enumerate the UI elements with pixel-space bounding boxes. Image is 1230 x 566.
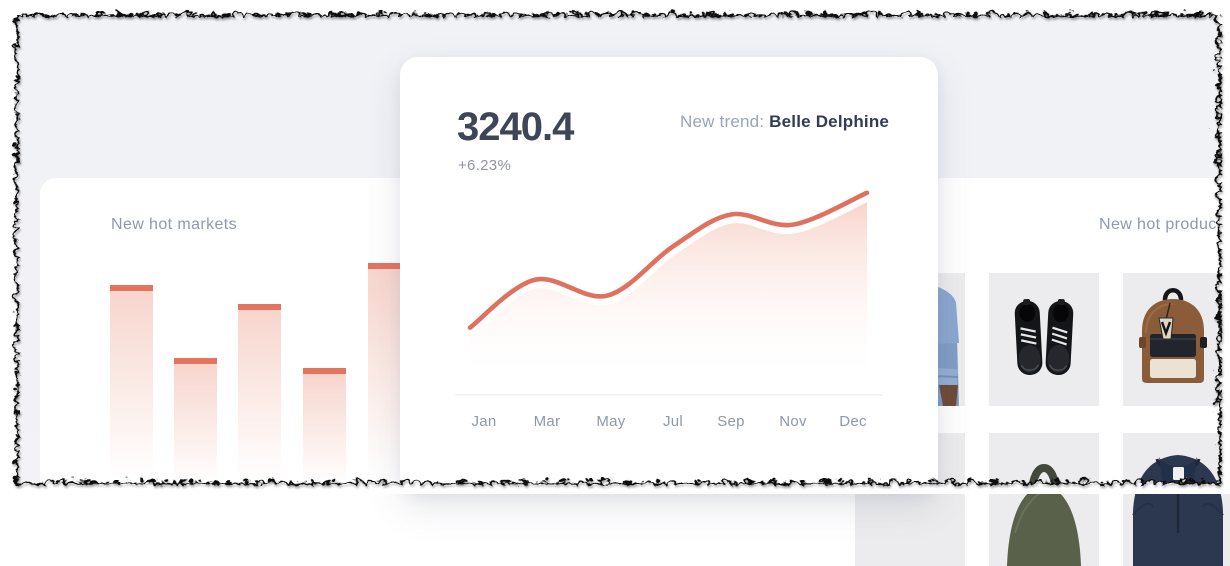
x-axis-label-jan: Jan — [471, 413, 497, 430]
product-tile-navy-jacket[interactable] — [1123, 433, 1230, 566]
chart-x-axis-labels: Jan Mar May Jul Sep Nov Dec — [400, 413, 938, 437]
x-axis-label-may: May — [596, 413, 626, 430]
market-bar-body — [303, 373, 346, 494]
product-tile-black-shoes[interactable] — [989, 273, 1099, 406]
market-bar-body — [110, 291, 153, 494]
market-bar-1 — [110, 285, 153, 494]
trend-card: 3240.4 +6.23% New trend: Belle Delphine … — [400, 57, 938, 494]
navy-jacket-image — [1123, 433, 1230, 566]
product-tile-brown-backpack[interactable] — [1123, 273, 1230, 406]
x-axis-label-jul: Jul — [662, 413, 684, 430]
x-axis-label-nov: Nov — [779, 413, 807, 430]
x-axis-label-sep: Sep — [717, 413, 745, 430]
market-bar-body — [174, 364, 217, 494]
markets-card: New hot markets — [40, 178, 424, 494]
brown-backpack-image — [1123, 273, 1230, 406]
market-bar-body — [238, 310, 281, 494]
chart-area-fill — [470, 201, 867, 399]
markets-bar-chart — [40, 178, 424, 494]
green-backpack-image — [989, 433, 1099, 566]
products-card-title: New hot products — [1099, 216, 1230, 233]
market-bar-4 — [303, 367, 346, 494]
x-axis-label-dec: Dec — [839, 413, 867, 430]
black-derby-shoes-image — [989, 273, 1099, 406]
product-tile-green-backpack[interactable] — [989, 433, 1099, 566]
x-axis-label-mar: Mar — [533, 413, 561, 430]
market-bar-3 — [238, 304, 281, 494]
market-bar-2 — [174, 358, 217, 494]
